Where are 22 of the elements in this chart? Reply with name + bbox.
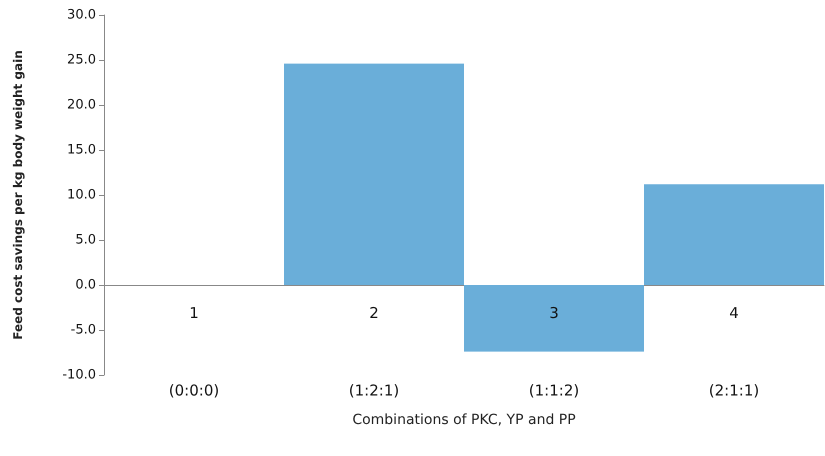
annotation: 3 [549,304,559,322]
x-tick-label: (0:0:0) [168,382,220,400]
y-tick-label: 5.0 [75,232,96,248]
y-tick-label: 30.0 [67,8,96,22]
bar [284,64,464,285]
y-axis-title: Feed cost savings per kg body weight gain [11,50,25,340]
annotation: 4 [729,304,739,322]
bar [464,285,644,352]
annotation: 2 [369,304,379,322]
y-tick-label: -10.0 [62,368,96,382]
bar [644,184,824,285]
y-tick-label: 20.0 [67,98,96,112]
y-tick-label: 0.0 [75,278,96,292]
x-tick-label: (1:2:1) [348,382,400,400]
y-tick-label: 10.0 [67,188,96,202]
x-tick-label: (1:1:2) [528,382,580,400]
x-tick-label: (2:1:1) [708,382,760,400]
y-tick-label: 15.0 [67,142,96,158]
x-axis-title: Combinations of PKC, YP and PP [352,412,576,428]
y-tick-label: -5.0 [70,322,96,338]
annotation: 1 [189,304,199,322]
y-tick-label: 25.0 [67,52,96,68]
